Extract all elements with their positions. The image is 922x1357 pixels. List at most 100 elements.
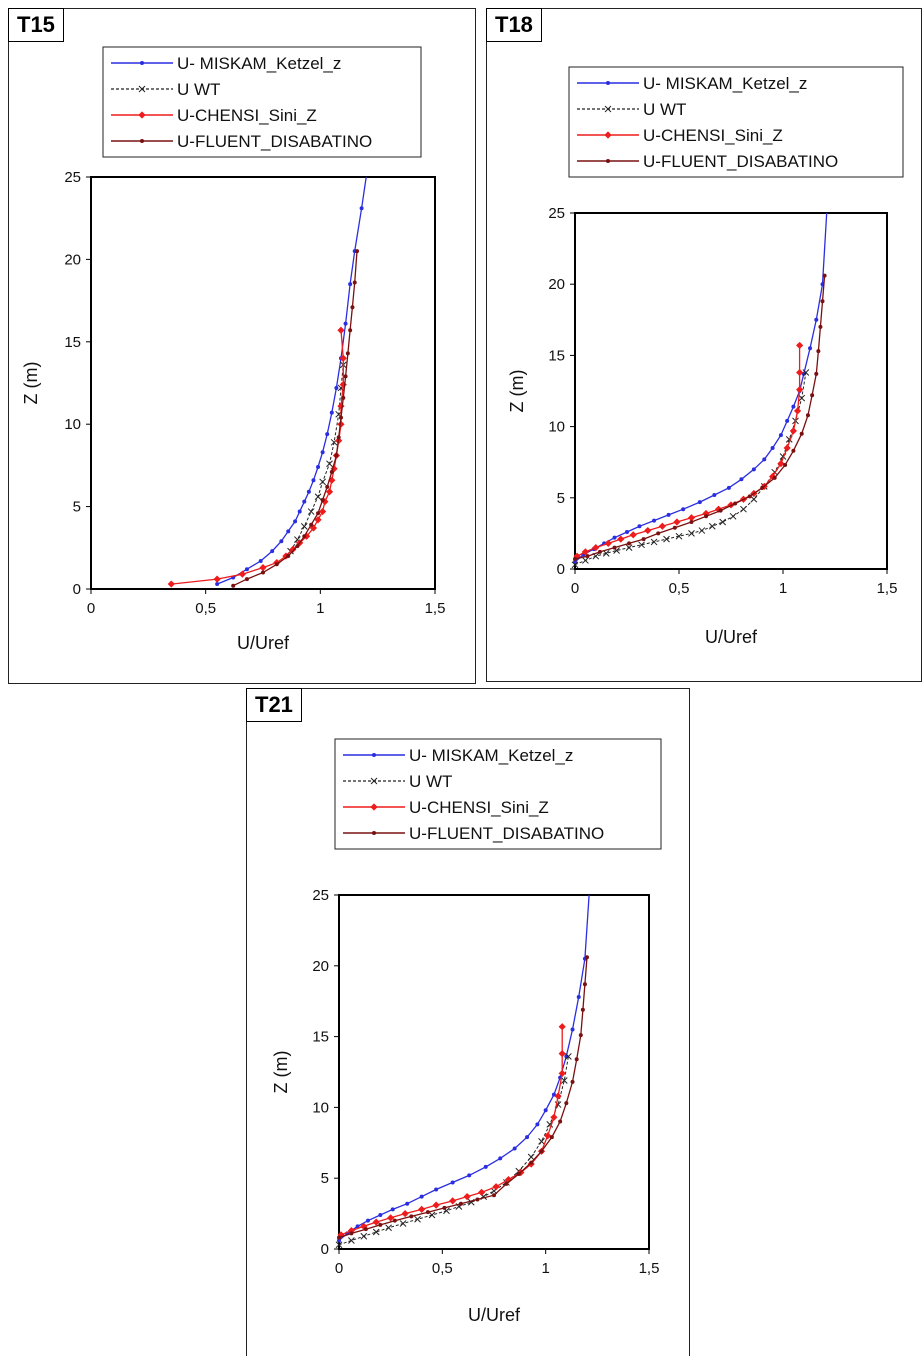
legend-label: U WT [409, 772, 452, 791]
y-tick-label: 15 [64, 334, 81, 351]
data-point [798, 394, 806, 402]
data-point [401, 1210, 409, 1218]
y-tick-label: 5 [73, 499, 81, 516]
data-point [244, 577, 249, 582]
data-point [306, 489, 311, 494]
data-point [492, 1183, 500, 1191]
x-tick-label: 1,5 [425, 600, 446, 617]
data-point [629, 531, 637, 539]
data-point [326, 460, 333, 468]
data-point [378, 1222, 383, 1227]
data-point [704, 514, 709, 519]
data-point [527, 1153, 535, 1161]
data-point [270, 549, 275, 554]
data-point [297, 509, 302, 514]
data-point [708, 522, 716, 530]
legend-label: U-FLUENT_DISABATINO [409, 824, 604, 843]
x-tick-label: 1,5 [639, 1260, 660, 1277]
data-point [681, 507, 686, 512]
legend-label: U-CHENSI_Sini_Z [643, 126, 783, 145]
data-point [805, 413, 810, 418]
x-tick-label: 1,5 [877, 580, 898, 597]
data-point [791, 448, 796, 453]
data-point [585, 554, 590, 559]
data-point [238, 570, 246, 578]
data-point [387, 1214, 395, 1222]
legend-marker [138, 111, 146, 119]
x-tick-label: 0,5 [669, 580, 690, 597]
data-point [560, 1077, 568, 1084]
legend-marker [604, 131, 612, 139]
y-tick-label: 25 [312, 887, 329, 904]
data-point [785, 418, 790, 423]
data-point [259, 563, 267, 572]
data-point [365, 1218, 370, 1223]
data-point [718, 508, 723, 513]
x-axis-label: U/Uref [705, 627, 758, 647]
data-point [672, 525, 677, 530]
data-point [535, 1122, 540, 1127]
legend-label: U WT [177, 80, 220, 99]
data-point [498, 1156, 503, 1161]
legend-entry: U-FLUENT_DISABATINO [577, 152, 838, 171]
data-point [762, 457, 767, 462]
data-point [783, 463, 788, 468]
data-point [442, 1205, 447, 1210]
legend: U- MISKAM_Ketzel_z U WT U-CHENSI_Sini_Z U-F… [568, 66, 904, 178]
data-point [791, 404, 796, 409]
data-point [504, 1176, 513, 1184]
data-point [279, 539, 284, 544]
y-tick-label: 15 [312, 1029, 329, 1046]
x-tick-label: 0 [335, 1260, 343, 1277]
data-point [463, 1193, 471, 1201]
data-point [478, 1188, 486, 1196]
data-point [625, 544, 633, 551]
data-point [295, 544, 300, 549]
data-point [355, 249, 360, 254]
data-point [378, 1213, 383, 1218]
series-line [338, 894, 590, 1241]
data-point [258, 558, 263, 563]
data-point [392, 1218, 397, 1223]
chart-panel-t15: U- MISKAM_Ketzel_z U WT U-CHENSI_Sini_Z U-F… [8, 8, 476, 684]
legend-box [102, 46, 422, 158]
data-point [650, 538, 658, 546]
data-point [571, 561, 579, 569]
data-point [349, 1231, 354, 1236]
x-tick-label: 0 [87, 600, 95, 617]
data-point [316, 511, 321, 516]
data-point [576, 994, 581, 999]
legend-box [568, 66, 904, 178]
data-point [363, 1227, 368, 1232]
data-point [739, 477, 744, 482]
x-tick-label: 1 [316, 600, 324, 617]
y-tick-label: 5 [557, 490, 565, 507]
y-tick-label: 25 [64, 169, 81, 186]
data-point [483, 1164, 488, 1169]
legend-marker [140, 61, 144, 65]
series-line [340, 1026, 563, 1236]
data-point [390, 1207, 395, 1212]
y-tick-label: 20 [312, 958, 329, 975]
data-point [687, 514, 696, 522]
data-point [570, 1027, 575, 1032]
data-point [345, 351, 350, 356]
data-point [570, 1079, 575, 1084]
data-point [355, 1224, 360, 1229]
x-tick-label: 0,5 [432, 1260, 453, 1277]
series-u-wt [571, 369, 810, 569]
y-tick-label: 10 [312, 1099, 329, 1116]
series-u-fluent-disabatino [231, 249, 360, 588]
data-point [325, 484, 330, 489]
data-point [796, 385, 804, 394]
data-point [339, 354, 347, 362]
data-point [818, 324, 823, 329]
data-point [719, 518, 727, 526]
chart-svg-t15: U- MISKAM_Ketzel_z U WT U-CHENSI_Sini_Z U-F… [21, 46, 446, 653]
data-point [751, 467, 756, 472]
data-point [675, 532, 683, 540]
y-tick-label: 0 [73, 581, 81, 598]
data-point [778, 433, 783, 438]
y-axis-label: Z (m) [507, 370, 527, 413]
data-point [573, 557, 577, 562]
